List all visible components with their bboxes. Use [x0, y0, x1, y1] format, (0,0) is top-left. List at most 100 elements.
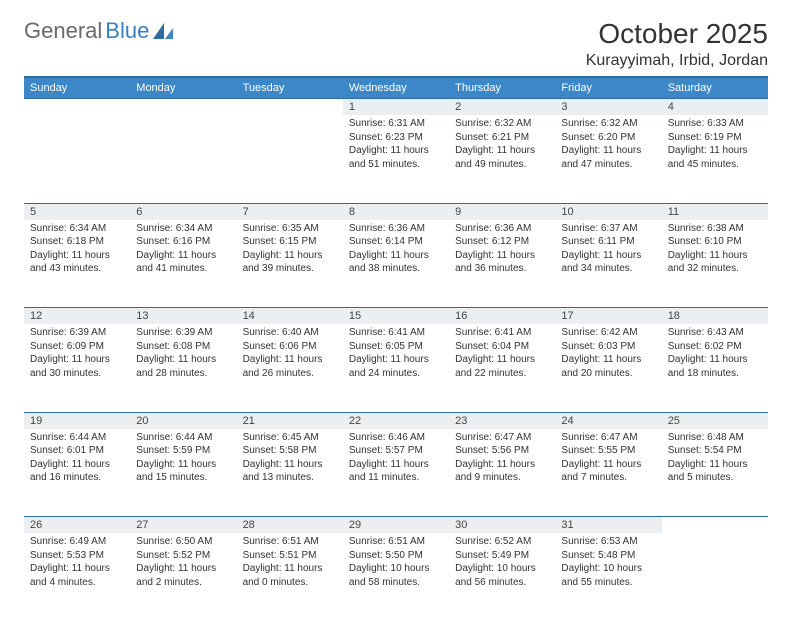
sunrise-line: Sunrise: 6:48 AM [668, 431, 762, 445]
day-content-cell: Sunrise: 6:51 AMSunset: 5:51 PMDaylight:… [237, 533, 343, 621]
day-number-cell: 28 [237, 517, 343, 534]
daylight-line: Daylight: 11 hours and 13 minutes. [243, 458, 337, 485]
day-number-row: 1234 [24, 99, 768, 116]
sunrise-line: Sunrise: 6:37 AM [561, 222, 655, 236]
day-content-cell: Sunrise: 6:51 AMSunset: 5:50 PMDaylight:… [343, 533, 449, 621]
daylight-line: Daylight: 11 hours and 39 minutes. [243, 249, 337, 276]
sunrise-line: Sunrise: 6:36 AM [349, 222, 443, 236]
sunrise-line: Sunrise: 6:47 AM [561, 431, 655, 445]
sunset-line: Sunset: 5:57 PM [349, 444, 443, 458]
day-content-cell: Sunrise: 6:41 AMSunset: 6:05 PMDaylight:… [343, 324, 449, 412]
day-content-cell: Sunrise: 6:36 AMSunset: 6:12 PMDaylight:… [449, 220, 555, 308]
day-content-cell: Sunrise: 6:42 AMSunset: 6:03 PMDaylight:… [555, 324, 661, 412]
sunrise-line: Sunrise: 6:34 AM [136, 222, 230, 236]
day-content-row: Sunrise: 6:31 AMSunset: 6:23 PMDaylight:… [24, 115, 768, 203]
day-number-cell: 16 [449, 308, 555, 325]
sunset-line: Sunset: 6:16 PM [136, 235, 230, 249]
daylight-line: Daylight: 11 hours and 28 minutes. [136, 353, 230, 380]
daylight-line: Daylight: 11 hours and 51 minutes. [349, 144, 443, 171]
day-content-cell: Sunrise: 6:32 AMSunset: 6:21 PMDaylight:… [449, 115, 555, 203]
daylight-line: Daylight: 11 hours and 26 minutes. [243, 353, 337, 380]
sunrise-line: Sunrise: 6:50 AM [136, 535, 230, 549]
sunrise-line: Sunrise: 6:46 AM [349, 431, 443, 445]
day-content-cell: Sunrise: 6:52 AMSunset: 5:49 PMDaylight:… [449, 533, 555, 621]
daylight-line: Daylight: 11 hours and 20 minutes. [561, 353, 655, 380]
daylight-line: Daylight: 11 hours and 30 minutes. [30, 353, 124, 380]
sunrise-line: Sunrise: 6:44 AM [136, 431, 230, 445]
day-content-cell: Sunrise: 6:32 AMSunset: 6:20 PMDaylight:… [555, 115, 661, 203]
day-content-cell: Sunrise: 6:36 AMSunset: 6:14 PMDaylight:… [343, 220, 449, 308]
daylight-line: Daylight: 11 hours and 11 minutes. [349, 458, 443, 485]
day-content-cell: Sunrise: 6:40 AMSunset: 6:06 PMDaylight:… [237, 324, 343, 412]
day-content-cell: Sunrise: 6:49 AMSunset: 5:53 PMDaylight:… [24, 533, 130, 621]
day-number-cell: 21 [237, 412, 343, 429]
sunrise-line: Sunrise: 6:49 AM [30, 535, 124, 549]
day-number-row: 19202122232425 [24, 412, 768, 429]
logo: GeneralBlue [24, 18, 174, 44]
sunset-line: Sunset: 6:08 PM [136, 340, 230, 354]
day-content-cell: Sunrise: 6:47 AMSunset: 5:56 PMDaylight:… [449, 429, 555, 517]
sunset-line: Sunset: 6:10 PM [668, 235, 762, 249]
sunrise-line: Sunrise: 6:44 AM [30, 431, 124, 445]
day-content-cell: Sunrise: 6:53 AMSunset: 5:48 PMDaylight:… [555, 533, 661, 621]
day-number-cell: 30 [449, 517, 555, 534]
sunrise-line: Sunrise: 6:42 AM [561, 326, 655, 340]
day-number-cell: 10 [555, 203, 661, 220]
logo-text-blue: Blue [105, 18, 149, 44]
weekday-header: Saturday [662, 77, 768, 99]
day-content-cell: Sunrise: 6:34 AMSunset: 6:16 PMDaylight:… [130, 220, 236, 308]
day-number-cell: 18 [662, 308, 768, 325]
sunset-line: Sunset: 6:21 PM [455, 131, 549, 145]
day-content-cell [662, 533, 768, 621]
day-content-row: Sunrise: 6:34 AM Sunset: 6:18 PM Daylight:… [24, 220, 768, 308]
day-content-cell: Sunrise: 6:41 AMSunset: 6:04 PMDaylight:… [449, 324, 555, 412]
day-content-row: Sunrise: 6:49 AMSunset: 5:53 PMDaylight:… [24, 533, 768, 621]
sunset-line: Sunset: 5:56 PM [455, 444, 549, 458]
day-number-cell [130, 99, 236, 116]
day-content-cell: Sunrise: 6:48 AMSunset: 5:54 PMDaylight:… [662, 429, 768, 517]
daylight-line: Daylight: 11 hours and 0 minutes. [243, 562, 337, 589]
sunrise-line: Sunrise: 6:41 AM [455, 326, 549, 340]
weekday-header: Monday [130, 77, 236, 99]
day-number-cell: 2 [449, 99, 555, 116]
daylight-line: Daylight: 11 hours and 32 minutes. [668, 249, 762, 276]
day-number-cell: 7 [237, 203, 343, 220]
day-content-cell: Sunrise: 6:45 AMSunset: 5:58 PMDaylight:… [237, 429, 343, 517]
sunset-line: Sunset: 6:09 PM [30, 340, 124, 354]
day-content-row: Sunrise: 6:39 AMSunset: 6:09 PMDaylight:… [24, 324, 768, 412]
day-content-cell: Sunrise: 6:39 AMSunset: 6:09 PMDaylight:… [24, 324, 130, 412]
header: GeneralBlue October 2025 Kurayyimah, Irb… [24, 18, 768, 70]
sunset-line: Sunset: 5:58 PM [243, 444, 337, 458]
day-number-cell: 31 [555, 517, 661, 534]
sunrise-line: Sunrise: 6:35 AM [243, 222, 337, 236]
sunrise-line: Sunrise: 6:41 AM [349, 326, 443, 340]
day-number-cell: 14 [237, 308, 343, 325]
sunset-line: Sunset: 5:53 PM [30, 549, 124, 563]
day-number-cell: 12 [24, 308, 130, 325]
day-number-cell: 6 [130, 203, 236, 220]
daylight-line: Daylight: 11 hours and 38 minutes. [349, 249, 443, 276]
sunrise-line: Sunrise: 6:36 AM [455, 222, 549, 236]
sunset-line: Sunset: 6:18 PM [30, 235, 124, 249]
day-number-cell: 24 [555, 412, 661, 429]
daylight-line: Daylight: 11 hours and 15 minutes. [136, 458, 230, 485]
day-number-cell: 5 [24, 203, 130, 220]
sunrise-line: Sunrise: 6:32 AM [455, 117, 549, 131]
sunrise-line: Sunrise: 6:39 AM [136, 326, 230, 340]
sunrise-line: Sunrise: 6:33 AM [668, 117, 762, 131]
day-content-cell [24, 115, 130, 203]
sunrise-line: Sunrise: 6:31 AM [349, 117, 443, 131]
day-content-cell: Sunrise: 6:39 AMSunset: 6:08 PMDaylight:… [130, 324, 236, 412]
day-number-row: 262728293031 [24, 517, 768, 534]
daylight-line: Daylight: 11 hours and 36 minutes. [455, 249, 549, 276]
sunrise-line: Sunrise: 6:39 AM [30, 326, 124, 340]
day-content-cell [237, 115, 343, 203]
day-content-cell: Sunrise: 6:43 AMSunset: 6:02 PMDaylight:… [662, 324, 768, 412]
sunrise-line: Sunrise: 6:51 AM [243, 535, 337, 549]
day-content-cell: Sunrise: 6:50 AMSunset: 5:52 PMDaylight:… [130, 533, 236, 621]
day-number-cell: 4 [662, 99, 768, 116]
day-content-cell: Sunrise: 6:33 AMSunset: 6:19 PMDaylight:… [662, 115, 768, 203]
day-number-cell [662, 517, 768, 534]
weekday-header: Friday [555, 77, 661, 99]
daylight-line: Daylight: 11 hours and 4 minutes. [30, 562, 124, 589]
